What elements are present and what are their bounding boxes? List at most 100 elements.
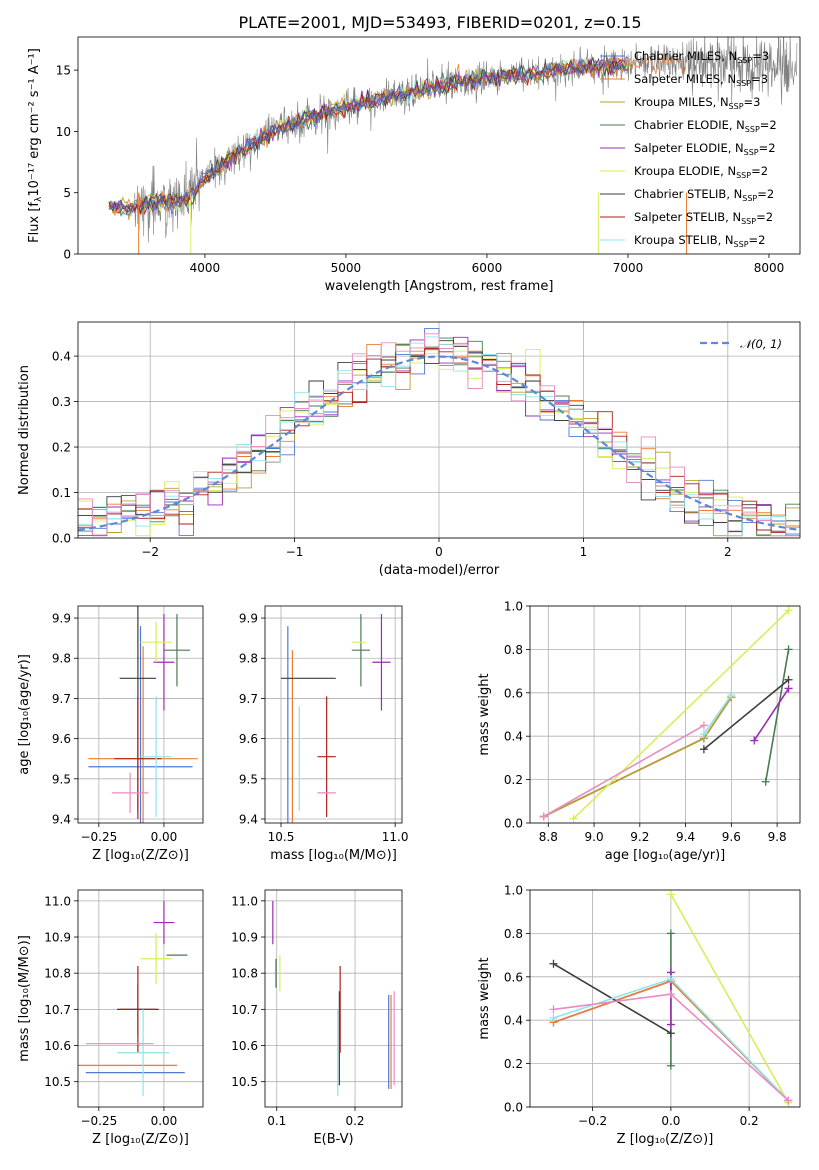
y-tick-label: 9.6 (239, 732, 258, 746)
gaussian-curve (78, 355, 800, 532)
x-tick-label: 0.2 (345, 1114, 364, 1128)
y-tick-label: 0.4 (52, 350, 71, 364)
weight-marker (727, 690, 736, 699)
x-tick-label: 0.00 (151, 1114, 178, 1128)
y-tick-label: 15 (56, 64, 71, 78)
model-spectrum-line (108, 55, 629, 214)
weight-line (572, 609, 790, 820)
axes-frame (77, 605, 204, 824)
model-spectrum-line (108, 59, 627, 216)
y-tick-label: 0.2 (52, 441, 71, 455)
y-tick-label: 10.8 (44, 967, 71, 981)
x-axis-label: wavelength [Angstrom, rest frame] (325, 279, 554, 294)
x-axis-label: Z [log₁₀(Z/Z⊙)] (92, 1132, 189, 1147)
legend-residuals: 𝒩(0, 1) (700, 337, 782, 351)
y-tick-label: 9.8 (52, 652, 71, 666)
weight-marker (784, 675, 793, 684)
x-axis-label: E(B-V) (313, 1132, 353, 1147)
panel-mass_vs_Z: −0.25 0.00 10.5 10.6 10.7 10.8 10.9 11.0 Z [log₁… (17, 889, 204, 1147)
y-tick-label: 1.0 (504, 884, 523, 898)
x-tick-label: 11.0 (382, 830, 409, 844)
x-axis-label: Z [log₁₀(Z/Z⊙)] (92, 848, 189, 863)
y-axis-label: mass weight (477, 673, 492, 755)
weight-marker (549, 1005, 558, 1014)
x-tick-label: 0.2 (740, 1114, 759, 1128)
x-tick-label: 8.8 (539, 830, 558, 844)
y-tick-label: 0.2 (504, 1057, 523, 1071)
legend-entry: Salpeter ELODIE, NSSP=2 (634, 141, 776, 157)
x-tick-label: −0.25 (80, 1114, 117, 1128)
y-tick-label: 0.4 (504, 730, 523, 744)
axes-frame (77, 36, 801, 255)
x-tick-label: −2 (141, 545, 159, 559)
model-spectrum-line (108, 56, 627, 214)
weight-marker (549, 1014, 558, 1023)
y-tick-label: 9.9 (52, 612, 71, 626)
model-spectrum-line (108, 55, 627, 217)
x-tick-label: 9.8 (768, 830, 787, 844)
y-tick-label: 0.1 (52, 486, 71, 500)
weight-marker (666, 1029, 675, 1038)
axes-frame (77, 889, 204, 1108)
x-tick-label: 9.0 (585, 830, 604, 844)
weight-marker (784, 645, 793, 654)
y-tick-label: 0.4 (504, 1014, 523, 1028)
legend-spectrum: Chabrier MILES, NSSP=3 Salpeter MILES, NS… (600, 49, 777, 249)
legend-entry: Kroupa MILES, NSSP=3 (634, 95, 760, 111)
legend-entry: 𝒩(0, 1) (740, 337, 782, 351)
y-tick-label: 0.3 (52, 395, 71, 409)
panel-weight_vs_age: 8.8 9.0 9.2 9.4 9.6 9.8 0.0 0.2 0.4 0.6 0.8 1.0 age … (477, 600, 801, 863)
weight-marker (666, 1020, 675, 1029)
weight-marker (699, 730, 708, 739)
weight-line (764, 649, 790, 782)
weight-marker (569, 814, 578, 823)
y-tick-label: 10.5 (231, 1075, 258, 1089)
x-tick-label: 0 (435, 545, 443, 559)
y-axis-label: mass [log₁₀(M/M⊙)] (17, 935, 32, 1062)
weight-marker (784, 606, 793, 615)
y-tick-label: 9.9 (239, 612, 258, 626)
y-axis-label: mass weight (477, 957, 492, 1039)
panel-age_vs_mass: 10.5 11.0 9.4 9.5 9.6 9.7 9.8 9.9 mass [log₁₀(M/… (239, 605, 409, 863)
x-tick-label: 9.4 (676, 830, 695, 844)
x-tick-label: 0.1 (267, 1114, 286, 1128)
x-tick-label: 9.6 (722, 830, 741, 844)
histogram-step (78, 333, 800, 537)
panel-spectrum: 4000 5000 6000 7000 8000 0 5 10 15 wavelength [An… (27, 36, 801, 294)
legend-entry: Kroupa STELIB, NSSP=2 (634, 233, 765, 249)
y-tick-label: 10.6 (231, 1039, 258, 1053)
y-tick-label: 11.0 (44, 894, 71, 908)
y-tick-label: 0.6 (504, 686, 523, 700)
axes-frame (264, 889, 403, 1108)
x-tick-label: 0.00 (151, 830, 178, 844)
axes-frame (264, 605, 403, 824)
y-tick-label: 0.0 (504, 1101, 523, 1115)
weight-marker (699, 745, 708, 754)
weight-marker (750, 736, 759, 745)
legend-entry: Chabrier MILES, NSSP=3 (634, 49, 769, 65)
x-tick-label: 8000 (754, 261, 785, 275)
histogram-step (78, 348, 800, 537)
x-tick-label: 0.0 (661, 1114, 680, 1128)
legend-entry: Chabrier STELIB, NSSP=2 (634, 187, 774, 203)
x-tick-label: 5000 (331, 261, 362, 275)
weight-line (753, 688, 790, 741)
y-tick-label: 9.7 (239, 692, 258, 706)
weight-marker (666, 929, 675, 938)
legend-entry: Chabrier ELODIE, NSSP=2 (634, 118, 777, 134)
x-tick-label: 9.2 (630, 830, 649, 844)
panel-residuals: −2 −1 0 1 2 0.0 0.1 0.2 0.3 0.4 (data-model)/error… (17, 321, 801, 578)
y-tick-label: 9.5 (239, 772, 258, 786)
y-tick-label: 11.0 (231, 894, 258, 908)
model-spectrum-line (108, 58, 629, 216)
x-axis-label: (data-model)/error (379, 563, 500, 578)
y-tick-label: 10.6 (44, 1039, 71, 1053)
weight-marker (784, 1096, 793, 1105)
y-tick-label: 10.5 (44, 1075, 71, 1089)
panel-age_vs_Z: −0.25 0.00 9.4 9.5 9.6 9.7 9.8 9.9 Z [log₁₀(Z/Z⊙… (17, 605, 204, 863)
y-tick-label: 10.7 (44, 1003, 71, 1017)
y-tick-label: 10.9 (44, 931, 71, 945)
y-tick-label: 10.8 (231, 967, 258, 981)
x-tick-label: 7000 (613, 261, 644, 275)
x-tick-label: 10.5 (268, 830, 295, 844)
